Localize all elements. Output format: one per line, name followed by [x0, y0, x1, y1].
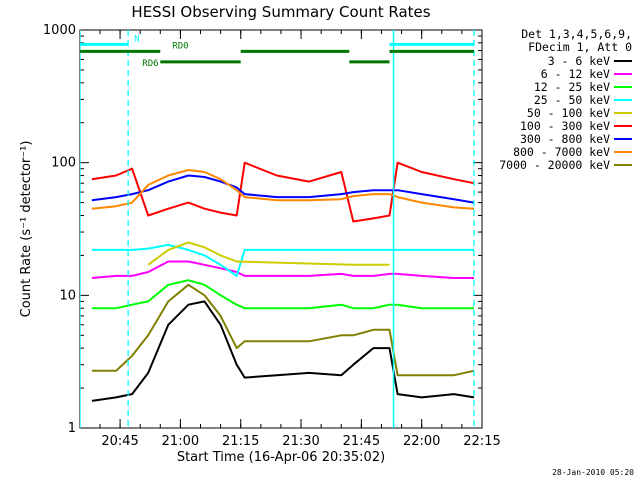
- legend-item: 800 - 7000 keV: [462, 144, 632, 159]
- y-tick-label: 100: [51, 156, 76, 171]
- legend-item: 12 - 25 keV: [462, 79, 632, 94]
- y-tick-label: 10: [59, 288, 76, 303]
- legend-header-1: Det 1,3,4,5,6,9,: [521, 27, 632, 41]
- legend-swatch: [614, 72, 632, 75]
- timestamp: 28-Jan-2010 05:20: [552, 468, 634, 477]
- y-tick-label: 1000: [43, 23, 76, 38]
- x-tick-label: 22:00: [403, 434, 440, 449]
- legend-swatch: [614, 163, 632, 166]
- legend-swatch: [614, 124, 632, 127]
- series-line-8: [91, 283, 475, 377]
- plot-area: N RD0 RD6: [80, 30, 475, 428]
- legend-label: 50 - 100 keV: [526, 105, 610, 120]
- x-tick-label: 22:15: [463, 434, 500, 449]
- series-line-7: [91, 169, 475, 210]
- legend-item: 7000 - 20000 keV: [462, 157, 632, 172]
- flag-label: N: [134, 34, 139, 44]
- series-line-3: [91, 243, 474, 277]
- x-tick-label: 21:30: [282, 434, 319, 449]
- legend-label: 7000 - 20000 keV: [499, 157, 610, 172]
- legend-item: 100 - 300 keV: [462, 118, 632, 133]
- y-tick-label: 1: [68, 421, 76, 436]
- flag-label: RD6: [142, 59, 158, 69]
- legend-swatch: [614, 59, 632, 62]
- flag-label: RD0: [172, 41, 188, 51]
- legend-swatch: [614, 85, 632, 88]
- legend-label: 300 - 800 keV: [519, 131, 610, 146]
- legend-header-2: FDecim 1, Att 0: [528, 40, 632, 54]
- series-line-6: [91, 174, 475, 204]
- legend-label: 800 - 7000 keV: [513, 144, 610, 159]
- series-line-5: [91, 161, 475, 223]
- legend-swatch: [614, 150, 632, 153]
- legend-label: 100 - 300 keV: [519, 118, 610, 133]
- x-tick-label: 21:45: [343, 434, 380, 449]
- legend-label: 12 - 25 keV: [533, 79, 610, 94]
- chart-title: HESSI Observing Summary Count Rates: [131, 3, 430, 21]
- series-line-0: [91, 300, 475, 402]
- plot-frame: [79, 29, 483, 429]
- legend-item: 6 - 12 keV: [462, 66, 632, 81]
- x-tick-label: 21:00: [162, 434, 199, 449]
- legend-label: 3 - 6 keV: [547, 53, 610, 68]
- series-line-1: [91, 260, 474, 279]
- legend-item: 25 - 50 keV: [462, 92, 632, 107]
- legend-item: 300 - 800 keV: [462, 131, 632, 146]
- legend: Det 1,3,4,5,6,9, FDecim 1, Att 0 3 - 6 k…: [462, 27, 632, 172]
- series-line-2: [91, 279, 474, 310]
- legend-swatch: [614, 98, 632, 101]
- y-axis-label: Count Rate (s⁻¹ detector⁻¹): [19, 141, 34, 318]
- x-tick-label: 20:45: [101, 434, 138, 449]
- legend-item: 3 - 6 keV: [462, 53, 632, 68]
- series-line-4: [147, 241, 390, 266]
- legend-item: 50 - 100 keV: [462, 105, 632, 120]
- x-tick-label: 21:15: [222, 434, 259, 449]
- legend-label: 6 - 12 keV: [540, 66, 610, 81]
- legend-label: 25 - 50 keV: [533, 92, 610, 107]
- x-axis-label: Start Time (16-Apr-06 20:35:02): [177, 450, 385, 465]
- legend-swatch: [614, 111, 632, 114]
- legend-swatch: [614, 137, 632, 140]
